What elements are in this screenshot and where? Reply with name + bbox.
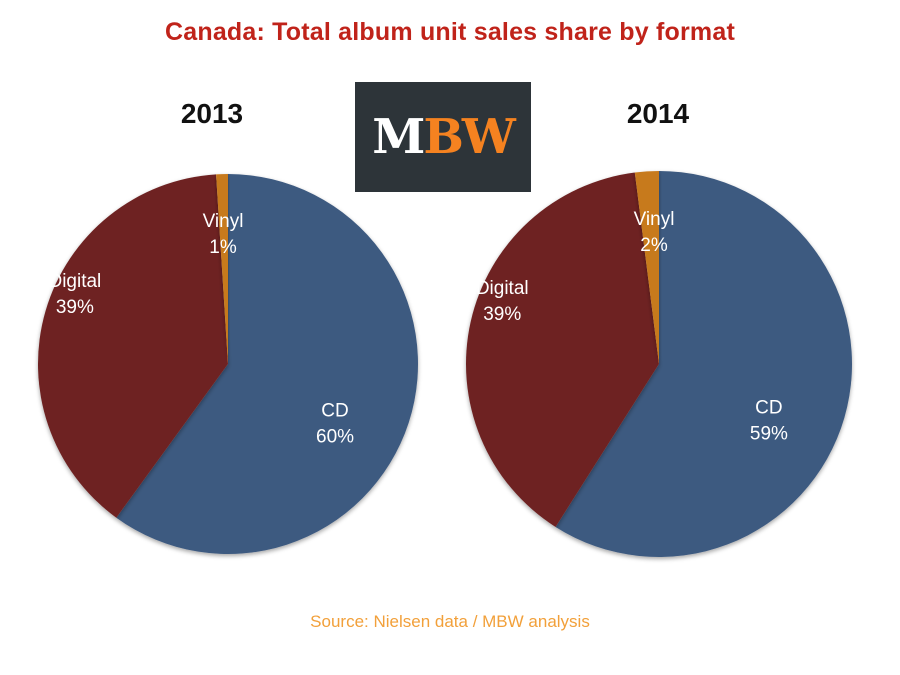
slice-value-vinyl: 2%	[640, 235, 668, 256]
chart-title: Canada: Total album unit sales share by …	[165, 18, 735, 46]
slice-label-cd: CD	[755, 397, 782, 418]
pie-title-2014: 2014	[626, 98, 690, 129]
pie-2013: CD 60% Digital 39% Vinyl 1%	[37, 174, 418, 554]
pie-slice-cd	[116, 174, 418, 554]
source-note: Source: Nielsen data / MBW analysis	[310, 612, 590, 631]
mbw-logo: MBW	[355, 82, 531, 192]
slice-value-digital: 39%	[56, 297, 94, 318]
pie-slice-vinyl	[634, 171, 659, 364]
slice-label-vinyl: Vinyl	[634, 209, 675, 230]
slice-label-digital: Digital	[476, 278, 529, 299]
pie-title-2013: 2013	[180, 98, 244, 129]
pie-slice-cd	[555, 171, 852, 557]
slice-value-vinyl: 1%	[209, 237, 237, 258]
pie-slice-digital	[37, 174, 228, 518]
slice-value-cd: 59%	[750, 423, 788, 444]
slice-value-cd: 60%	[316, 426, 354, 447]
slice-label-vinyl: Vinyl	[203, 211, 244, 232]
slice-label-cd: CD	[321, 400, 348, 421]
mbw-logo-text: MBW	[372, 109, 516, 165]
pie-slice-vinyl	[216, 174, 228, 364]
slice-value-digital: 39%	[483, 304, 521, 325]
pie-2014: CD 59% Digital 39% Vinyl 2%	[466, 171, 852, 557]
pie-slice-digital	[466, 172, 659, 527]
slice-label-digital: Digital	[48, 271, 101, 292]
